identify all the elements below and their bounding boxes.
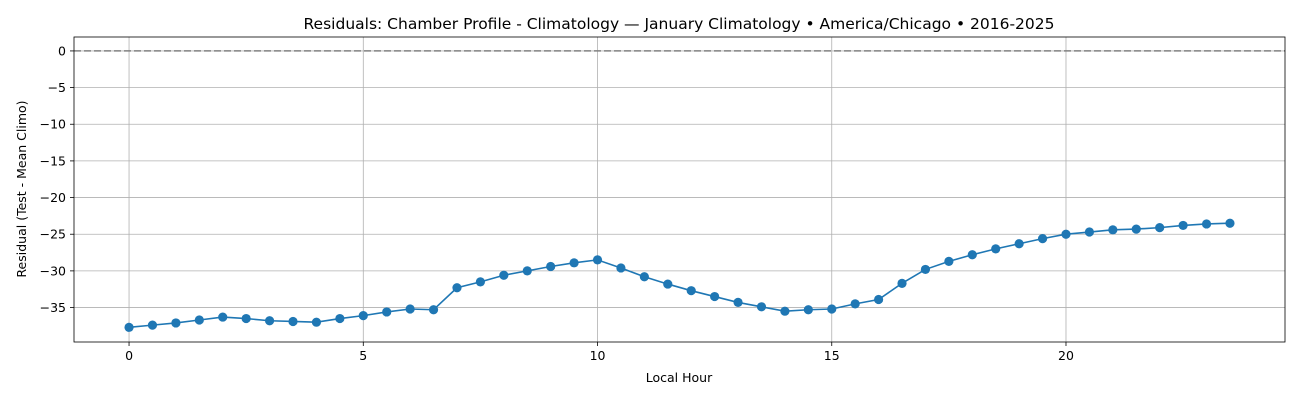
data-point (171, 318, 181, 328)
data-point (639, 272, 649, 282)
data-point (686, 286, 696, 296)
x-tick-label: 5 (359, 348, 367, 363)
data-point (1061, 229, 1071, 239)
data-point (124, 322, 134, 332)
data-point (264, 316, 275, 326)
data-point (1108, 225, 1118, 235)
data-point (592, 255, 603, 265)
data-point (147, 320, 158, 330)
data-point (1178, 220, 1188, 231)
series-layer (124, 218, 1235, 332)
data-point (569, 258, 579, 268)
plot-frame (73, 36, 1286, 343)
data-point (405, 304, 415, 314)
data-point (1225, 218, 1235, 228)
data-point (1155, 223, 1165, 233)
data-point (1131, 224, 1141, 234)
data-point (1037, 234, 1048, 244)
data-point (710, 291, 720, 302)
data-point (991, 244, 1001, 254)
x-tick-label: 10 (590, 348, 606, 363)
data-point (967, 250, 977, 260)
data-point (1084, 227, 1095, 237)
chart-title: Residuals: Chamber Profile - Climatology… (303, 15, 1054, 33)
data-point (780, 306, 790, 316)
data-point (428, 305, 439, 315)
data-point (546, 261, 556, 272)
data-point (382, 307, 392, 317)
data-point (335, 313, 345, 324)
data-point (827, 304, 837, 314)
data-point (756, 302, 767, 312)
data-point (499, 270, 509, 280)
data-point (874, 294, 884, 305)
data-point (358, 311, 368, 321)
x-tick-label: 20 (1058, 348, 1074, 363)
data-point (663, 279, 673, 289)
y-axis-label: Residual (Test - Mean Climo) (14, 100, 29, 277)
y-tick-label: −25 (40, 227, 66, 242)
data-point (1014, 239, 1024, 249)
data-point (475, 277, 485, 287)
data-point (288, 316, 298, 327)
data-point (803, 305, 813, 315)
x-axis-label: Local Hour (646, 370, 713, 385)
grid-lines (74, 37, 1285, 342)
y-tick-label: −15 (40, 153, 66, 168)
data-point (452, 283, 462, 293)
y-tick-label: −35 (40, 300, 66, 315)
data-point (920, 264, 931, 275)
y-tick-label: −20 (40, 190, 66, 205)
data-point (522, 266, 532, 276)
data-point (850, 299, 860, 309)
x-tick-label: 15 (824, 348, 840, 363)
y-tick-label: 0 (58, 43, 66, 58)
y-tick-label: −10 (40, 117, 66, 132)
data-point (897, 278, 907, 288)
data-point (944, 256, 954, 266)
y-tick-label: −5 (48, 80, 66, 95)
data-point (616, 263, 626, 273)
x-axis-ticks: 0 5 10 15 20 (125, 342, 1074, 363)
data-point (194, 315, 204, 325)
data-point (218, 312, 228, 322)
data-point (733, 297, 743, 308)
y-axis-ticks: 0 −5 −10 −15 −20 −25 −30 −35 (40, 43, 74, 315)
x-tick-label: 0 (125, 348, 133, 363)
series-line (128, 222, 1230, 329)
data-point (241, 313, 251, 324)
data-point (1201, 219, 1212, 229)
data-point (311, 317, 322, 327)
y-tick-label: −30 (40, 263, 66, 278)
